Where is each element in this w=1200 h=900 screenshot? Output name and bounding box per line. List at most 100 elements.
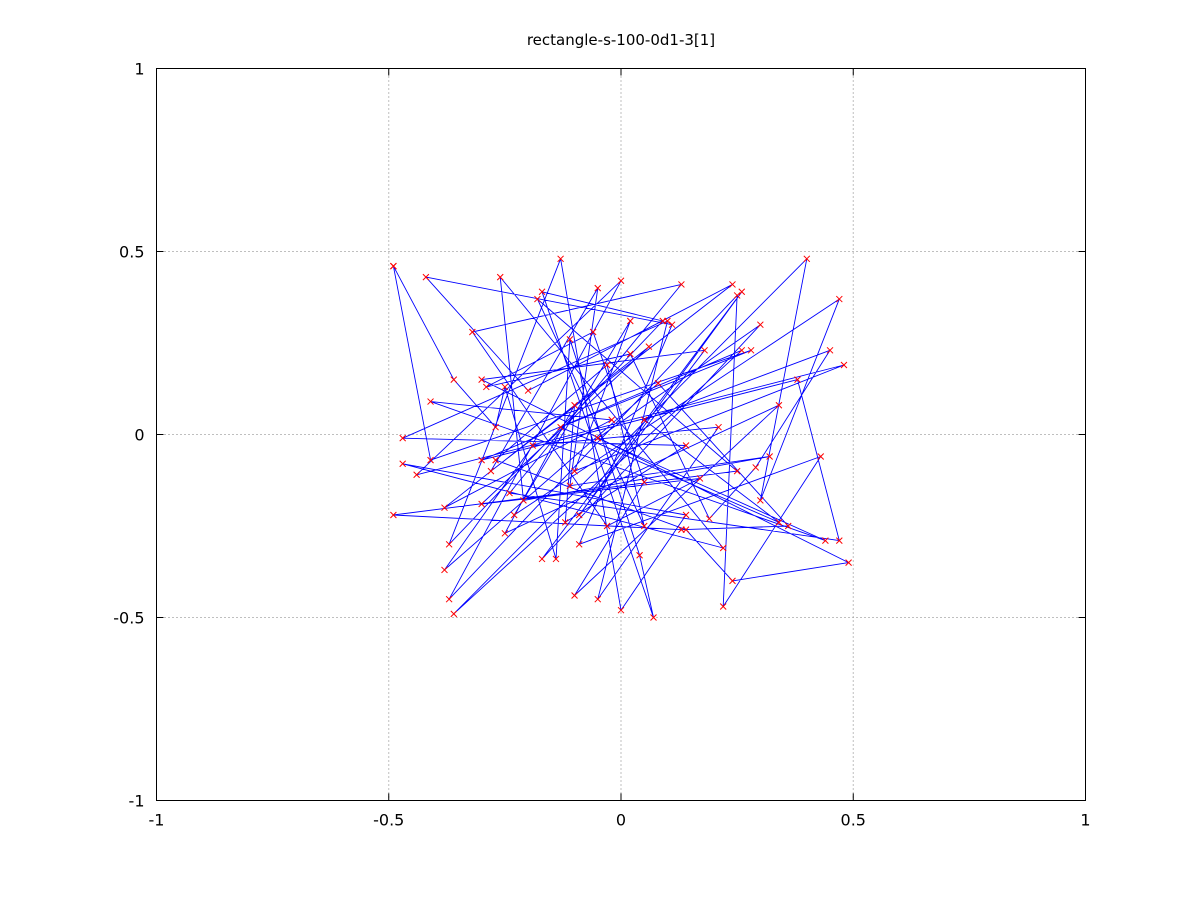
y-axis-tick-labels: -1 -0.5 0 0.5 1 [113, 60, 144, 811]
data-point-marker [445, 540, 453, 548]
data-point-marker [399, 460, 407, 468]
data-point-marker [766, 453, 773, 460]
data-point-marker [552, 555, 560, 563]
data-point-marker [729, 577, 736, 585]
data-point-marker [756, 321, 764, 329]
data-point-marker [506, 489, 513, 497]
chart-title: rectangle-s-100-0d1-3[1] [527, 31, 715, 49]
data-point-marker [729, 281, 736, 288]
data-point-marker [845, 559, 852, 566]
data-point-marker [715, 423, 722, 431]
data-point-marker [496, 273, 504, 281]
data-point-marker [678, 526, 685, 534]
y-tick-label: 1 [134, 60, 144, 79]
x-axis-tick-labels: -1 -0.5 0 0.5 1 [149, 811, 1091, 830]
data-point-marker [441, 566, 448, 574]
data-point-marker [390, 511, 397, 519]
data-point-marker [654, 379, 662, 387]
data-point-marker [478, 456, 486, 464]
data-point-marker [571, 592, 578, 599]
data-point-marker [589, 328, 597, 336]
series-line [392, 258, 850, 618]
data-point-marker [399, 434, 407, 442]
data-point-marker [524, 387, 532, 394]
data-point-marker [427, 456, 434, 464]
data-point-marker [826, 346, 834, 354]
data-point-marker [696, 475, 704, 482]
data-point-marker [835, 295, 843, 303]
data-point-marker [733, 467, 741, 475]
data-point-marker [501, 383, 509, 391]
data-point-marker [594, 434, 602, 442]
data-point-marker [650, 614, 657, 621]
data-point-marker [566, 335, 574, 343]
data-point-marker [794, 376, 801, 383]
x-tick-label: 0 [616, 811, 626, 830]
data-point-marker [445, 595, 453, 603]
data-point-marker [492, 456, 499, 464]
data-point-marker [822, 537, 829, 544]
data-point-marker [427, 398, 434, 405]
data-point-marker [617, 606, 625, 614]
data-point-marker [594, 595, 602, 603]
data-point-marker [645, 343, 653, 351]
data-point-marker [719, 544, 727, 552]
data-point-marker [775, 401, 783, 409]
data-point-marker [538, 288, 546, 296]
data-point-marker [668, 321, 676, 329]
axis-ticks [156, 68, 1086, 801]
data-point-marker [636, 551, 643, 559]
data-point-marker [557, 255, 564, 263]
y-tick-label: 0 [134, 426, 144, 445]
data-point-marker [450, 376, 458, 383]
data-point-marker [733, 292, 741, 299]
data-point-marker [450, 610, 458, 618]
data-point-marker [705, 515, 713, 523]
grid [156, 68, 1086, 801]
data-point-marker [594, 284, 602, 292]
data-point-marker [575, 511, 583, 519]
data-point-marker [413, 471, 420, 479]
x-tick-label: 0.5 [841, 811, 866, 830]
data-point-marker [482, 383, 490, 391]
data-point-marker [752, 464, 760, 471]
data-point-marker [784, 522, 792, 530]
data-point-marker [529, 442, 537, 449]
data-point-marker [603, 522, 611, 530]
y-tick-label: 0.5 [119, 243, 144, 262]
data-point-marker [441, 504, 448, 512]
data-point-marker [738, 288, 746, 296]
data-point-marker [664, 317, 671, 325]
data-point-marker [492, 423, 499, 431]
data-point-marker [682, 442, 690, 449]
data-point-marker [626, 350, 634, 358]
data-point-marker [501, 529, 509, 537]
data-point-marker [538, 555, 546, 563]
data-point-marker [678, 281, 685, 288]
data-point-marker [835, 537, 843, 544]
data-point-marker [775, 518, 783, 526]
data-point-marker [534, 295, 541, 303]
data-point-marker [557, 423, 564, 431]
data-point-marker [422, 273, 430, 281]
data-point-marker [566, 482, 574, 490]
data-point-marker [840, 361, 848, 369]
data-point-marker [520, 497, 527, 504]
data-point-marker [756, 497, 764, 504]
data-point-marker [390, 262, 397, 270]
data-point-marker [608, 416, 616, 424]
data-point-marker [640, 416, 648, 424]
data-point-marker [617, 277, 625, 285]
data-point-marker [478, 376, 486, 383]
data-point-marker [626, 317, 634, 325]
data-point-marker [682, 511, 690, 519]
data-point-marker [701, 346, 708, 354]
data-point-marker [640, 522, 648, 530]
data-point-marker [478, 500, 486, 508]
x-tick-label: -1 [149, 811, 165, 830]
data-point-marker [747, 346, 755, 354]
data-point-marker [561, 518, 569, 526]
series-layer [392, 258, 850, 618]
data-point-marker [571, 401, 578, 409]
